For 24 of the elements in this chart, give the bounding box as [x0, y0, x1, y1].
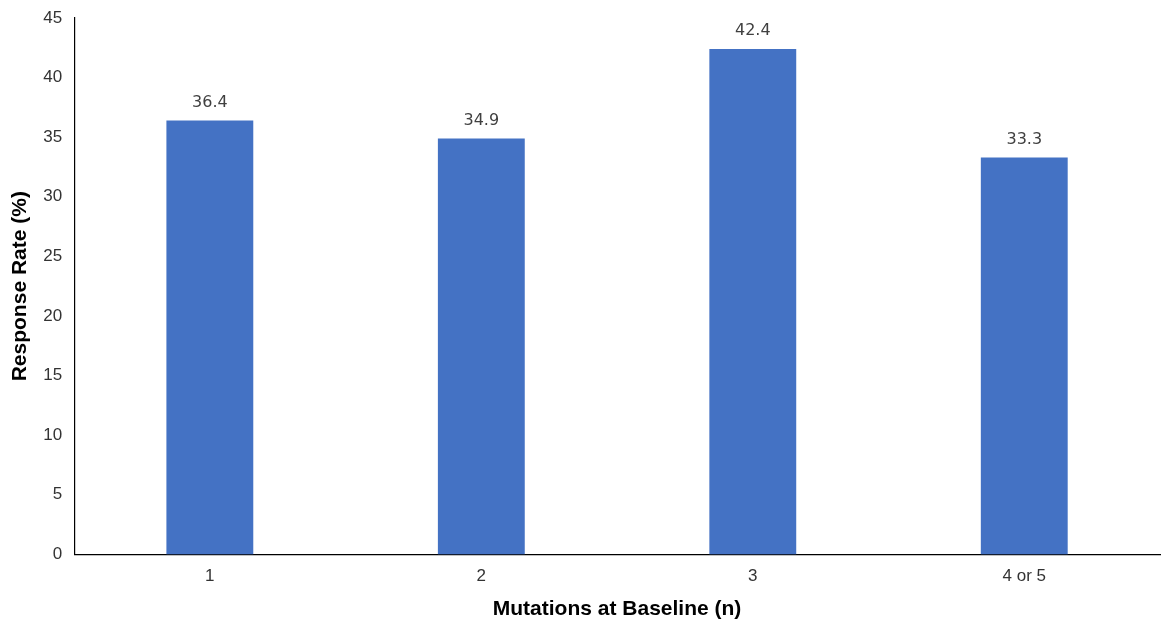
y-tick-label: 25 [43, 246, 63, 266]
y-tick-label: 10 [43, 424, 63, 444]
x-tick-label: 1 [205, 566, 215, 586]
y-tick-label: 20 [43, 305, 63, 325]
y-tick-label: 0 [52, 544, 63, 564]
y-tick-label: 15 [43, 365, 63, 385]
data-label: 42.4 [734, 20, 771, 40]
bar [166, 120, 254, 555]
x-tick-label: 4 or 5 [1002, 566, 1047, 586]
x-axis-title: Mutations at Baseline (n) [492, 596, 742, 620]
data-label: 36.4 [192, 91, 228, 111]
y-tick-label: 5 [52, 484, 63, 504]
bar [980, 157, 1068, 555]
bar [709, 48, 797, 555]
y-tick-label: 45 [43, 7, 63, 27]
data-label: 33.3 [1006, 128, 1043, 148]
bar [437, 138, 525, 555]
y-tick-label: 30 [43, 186, 63, 206]
x-tick-label: 2 [476, 566, 487, 586]
y-axis-title: Response Rate (%) [7, 191, 31, 382]
y-tick-label: 40 [43, 67, 63, 87]
x-tick-label: 3 [748, 566, 758, 586]
y-tick-label: 35 [43, 126, 63, 146]
data-label: 34.9 [463, 109, 500, 129]
